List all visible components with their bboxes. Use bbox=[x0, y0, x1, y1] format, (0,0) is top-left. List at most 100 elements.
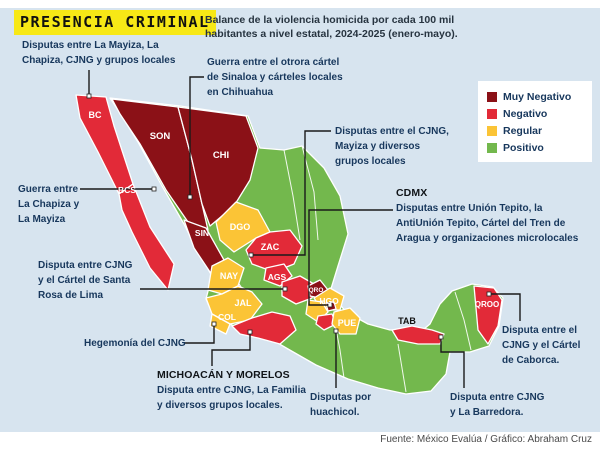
state-label-dgo: DGO bbox=[230, 222, 251, 232]
annotation-line: Guerra entre bbox=[18, 184, 79, 195]
annotation-line: Disputa entre CJNG, La Familia bbox=[157, 385, 306, 396]
leader-hegemonia bbox=[184, 326, 215, 344]
region-bcs bbox=[118, 183, 175, 291]
leader-caborca bbox=[491, 293, 521, 321]
state-label-qro: QRO bbox=[309, 287, 324, 294]
state-border bbox=[454, 291, 472, 351]
dot-huachicol bbox=[333, 328, 339, 334]
state-border bbox=[283, 149, 301, 241]
annotation-line: y el Cártel de Santa bbox=[38, 275, 131, 286]
state-label-zac: ZAC bbox=[261, 242, 280, 252]
annotation-line: Disputas por bbox=[310, 392, 372, 403]
annotation-title: CDMX bbox=[396, 187, 428, 199]
region-puebla bbox=[331, 307, 361, 335]
legend-item-positivo: Positivo bbox=[487, 139, 592, 156]
state-border bbox=[301, 145, 319, 241]
annotation-line: AntiUnión Tepito, Cártel del Tren de bbox=[396, 218, 566, 229]
annotation-line: en Chihuahua bbox=[207, 87, 274, 98]
region-michoacan bbox=[231, 311, 297, 345]
region-guanajuato bbox=[281, 275, 315, 305]
legend-label: Positivo bbox=[503, 141, 544, 154]
state-label-chi: CHI bbox=[213, 150, 229, 161]
state-label-son: SON bbox=[150, 131, 171, 142]
source-credit: Fuente: México Evalúa / Gráfico: Abraham… bbox=[380, 434, 592, 445]
leader-dots bbox=[86, 93, 492, 340]
annotation-caborca: Disputa entre el CJNG y el Cártel de Cab… bbox=[502, 323, 580, 368]
legend-item-negativo: Negativo bbox=[487, 105, 592, 122]
dot-zacatecas bbox=[248, 252, 254, 258]
legend-label: Negativo bbox=[503, 107, 548, 120]
dot-caborca bbox=[486, 291, 492, 297]
annotation-line: Guerra entre el otrora cártel bbox=[207, 57, 340, 68]
region-morelos bbox=[315, 313, 337, 331]
annotation-chihuahua: Guerra entre el otrora cártel de Sinaloa… bbox=[207, 55, 343, 100]
leader-michoacan bbox=[211, 334, 251, 366]
annotation-line: Chapiza, CJNG y grupos locales bbox=[22, 55, 176, 66]
annotation-line: huachicol. bbox=[310, 407, 360, 418]
state-label-sin: SIN bbox=[195, 228, 209, 238]
annotation-line: Aragua y organizaciones microlocales bbox=[396, 233, 579, 244]
annotation-line: Disputas entre La Mayiza, La bbox=[22, 40, 159, 51]
annotation-zacatecas: Disputas entre el CJNG, Mayiza y diverso… bbox=[335, 124, 449, 169]
dot-bc bbox=[86, 93, 92, 99]
annotation-line: Mayiza y diversos bbox=[335, 141, 421, 152]
dot-chihuahua bbox=[187, 194, 193, 200]
annotation-line: grupos locales bbox=[335, 156, 406, 167]
subtitle-line: habitantes a nivel estatal, 2024-2025 (e… bbox=[205, 28, 458, 40]
state-label-col: COL bbox=[218, 312, 236, 322]
page-subtitle: Balance de la violencia homicida por cad… bbox=[205, 13, 465, 41]
dot-michoacan bbox=[247, 329, 253, 335]
legend-item-muy-negativo: Muy Negativo bbox=[487, 88, 592, 105]
region-quintana-roo bbox=[473, 285, 503, 345]
state-labels: BC BCS SON CHI SIN DGO ZAC NAY AGS JAL C… bbox=[89, 110, 500, 328]
state-label-bcs: BCS bbox=[118, 185, 136, 195]
annotation-barredora: Disputa entre CJNG y La Barredora. bbox=[450, 390, 544, 420]
annotation-line: La Chapiza y bbox=[18, 199, 80, 210]
state-label-pue: PUE bbox=[338, 318, 357, 328]
leader-chihuahua bbox=[189, 76, 204, 196]
leader-barredora bbox=[440, 339, 465, 388]
subtitle-line: Balance de la violencia homicida por cad… bbox=[205, 14, 455, 26]
legend-swatch-muy-negativo bbox=[487, 91, 497, 102]
leader-lines bbox=[80, 70, 521, 388]
annotation-chapiza-mayiza: Guerra entre La Chapiza y La Mayiza bbox=[18, 182, 79, 227]
state-label-nay: NAY bbox=[220, 271, 238, 281]
legend-swatch-positivo bbox=[487, 142, 497, 153]
state-label-tab: TAB bbox=[398, 316, 416, 326]
annotation-line: de Sinaloa y cárteles locales bbox=[207, 72, 343, 83]
legend-item-regular: Regular bbox=[487, 122, 592, 139]
legend-swatch-negativo bbox=[487, 108, 497, 119]
annotation-cdmx: CDMX Disputas entre Unión Tepito, la Ant… bbox=[396, 186, 578, 246]
annotation-line: Disputas entre el CJNG, bbox=[335, 126, 449, 137]
annotation-line: de Caborca. bbox=[502, 355, 560, 366]
annotation-line: Disputa entre CJNG bbox=[38, 260, 133, 271]
annotation-line: Disputa entre el bbox=[502, 325, 578, 336]
state-label-ags: AGS bbox=[268, 272, 287, 282]
dot-chapiza bbox=[151, 186, 157, 192]
annotation-hegemonia-cjng: Hegemonía del CJNG bbox=[84, 336, 186, 351]
annotation-baja-california: Disputas entre La Mayiza, La Chapiza, CJ… bbox=[22, 38, 175, 68]
dot-barredora bbox=[438, 334, 444, 340]
legend-label: Regular bbox=[503, 124, 543, 137]
dot-hegemonia bbox=[211, 321, 217, 327]
leader-zacatecas bbox=[253, 130, 331, 256]
annotation-line: Disputas entre Unión Tepito, la bbox=[396, 203, 543, 214]
legend-swatch-regular bbox=[487, 125, 497, 136]
legend: Muy Negativo Negativo Regular Positivo bbox=[478, 81, 592, 162]
annotation-line: Hegemonía del CJNG bbox=[84, 338, 186, 349]
annotation-line: Rosa de Lima bbox=[38, 290, 104, 301]
annotation-line: Disputa entre CJNG bbox=[450, 392, 545, 403]
annotation-line: CJNG y el Cártel bbox=[502, 340, 581, 351]
dot-santa-rosa bbox=[282, 286, 288, 292]
annotation-line: La Mayiza bbox=[18, 214, 66, 225]
state-label-qroo: QROO bbox=[475, 300, 499, 309]
leader-cdmx bbox=[308, 209, 393, 306]
region-colima bbox=[209, 313, 231, 335]
page-title: PRESENCIA CRIMINAL bbox=[14, 10, 216, 35]
legend-label: Muy Negativo bbox=[503, 90, 572, 103]
annotation-line: y La Barredora. bbox=[450, 407, 524, 418]
annotation-title: MICHOACÁN Y MORELOS bbox=[157, 369, 290, 381]
dot-cdmx bbox=[327, 302, 333, 308]
